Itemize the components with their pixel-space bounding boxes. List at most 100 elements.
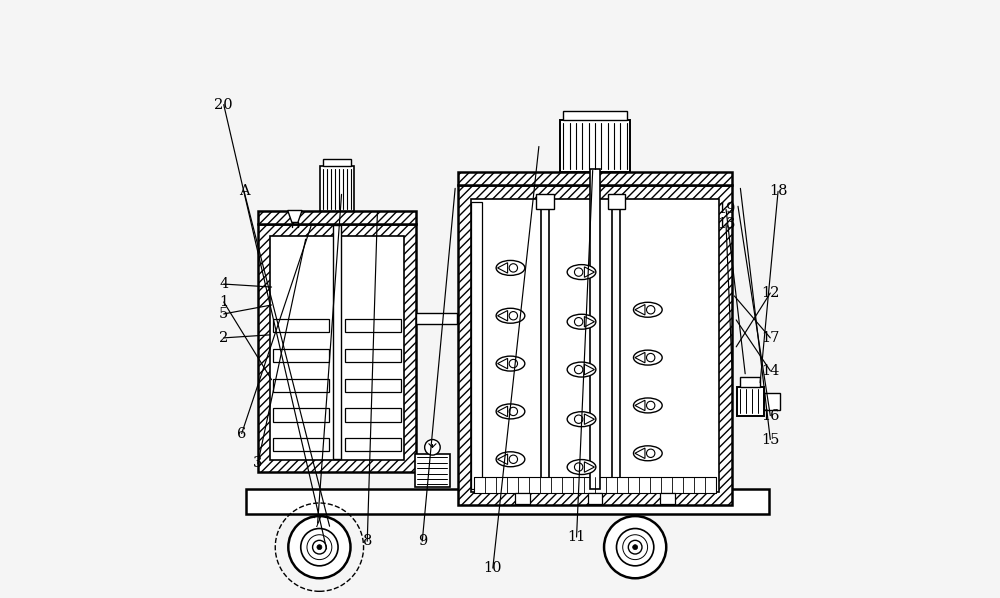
Bar [270,236,404,460]
Circle shape [604,516,666,578]
Text: 11: 11 [567,530,586,544]
Polygon shape [498,454,508,465]
Text: 8: 8 [363,534,372,548]
Bar [323,159,351,166]
Bar [560,120,630,172]
Text: 15: 15 [761,432,779,447]
Ellipse shape [633,398,662,413]
Text: 20: 20 [214,97,233,112]
Polygon shape [584,462,594,472]
Bar [345,349,401,362]
Circle shape [509,407,518,416]
Bar [273,438,329,451]
Circle shape [616,529,654,566]
Bar [345,408,401,422]
Polygon shape [584,316,594,327]
Ellipse shape [567,315,596,329]
Bar [333,225,341,459]
Circle shape [574,318,583,326]
Circle shape [574,463,583,471]
Bar [764,393,780,410]
Polygon shape [584,267,594,277]
Bar [474,477,716,493]
Text: 10: 10 [484,561,502,575]
Text: 13: 13 [717,217,735,231]
Polygon shape [635,400,645,411]
Bar [273,349,329,362]
Bar [415,454,450,487]
Bar [740,377,760,387]
Ellipse shape [633,350,662,365]
Circle shape [647,353,655,362]
Polygon shape [584,414,594,425]
Circle shape [509,312,518,320]
Text: 3: 3 [253,456,262,471]
Circle shape [628,541,642,554]
Ellipse shape [567,411,596,427]
Bar [515,493,530,504]
Circle shape [317,545,322,550]
Text: 6: 6 [237,426,246,441]
Text: 5: 5 [219,307,228,321]
Ellipse shape [633,303,662,318]
Text: 9: 9 [418,534,427,548]
Text: 17: 17 [761,331,779,345]
Bar [458,185,732,505]
Text: 16: 16 [761,408,780,423]
Circle shape [313,541,326,554]
Circle shape [509,455,518,463]
Ellipse shape [567,460,596,475]
Polygon shape [498,358,508,369]
Bar [345,438,401,451]
Polygon shape [584,364,594,375]
Circle shape [574,365,583,374]
Text: 12: 12 [761,286,779,300]
Bar [590,169,600,489]
Bar [471,199,719,492]
Ellipse shape [633,446,662,460]
Bar [345,319,401,332]
Bar [458,172,732,185]
Bar [737,387,764,416]
Bar [273,319,329,332]
Circle shape [574,415,583,423]
Text: 2: 2 [219,331,228,345]
Ellipse shape [567,362,596,377]
Circle shape [647,306,655,314]
Circle shape [633,545,638,550]
Polygon shape [288,210,302,222]
Circle shape [509,359,518,368]
Polygon shape [635,304,645,315]
Bar [563,111,627,120]
Polygon shape [498,406,508,417]
Polygon shape [635,448,645,459]
Polygon shape [498,263,508,273]
Bar [536,194,554,209]
Ellipse shape [567,264,596,280]
Text: 1: 1 [219,295,228,309]
Circle shape [288,516,351,578]
Text: 18: 18 [769,184,787,199]
Bar [273,379,329,392]
Bar [416,313,457,324]
Text: 14: 14 [761,364,779,378]
Bar [246,489,769,514]
Bar [612,199,620,489]
Bar [608,194,625,209]
Circle shape [425,440,440,455]
Ellipse shape [496,404,525,419]
Text: A: A [239,184,249,199]
Ellipse shape [496,356,525,371]
Text: 19: 19 [717,202,735,216]
Bar [273,408,329,422]
Polygon shape [635,352,645,363]
Bar [660,493,675,504]
Circle shape [647,401,655,410]
Ellipse shape [496,261,525,275]
Circle shape [301,529,338,566]
Text: 4: 4 [219,277,228,291]
Bar [258,224,416,472]
Bar [320,166,354,211]
Bar [258,211,416,224]
Circle shape [647,449,655,457]
